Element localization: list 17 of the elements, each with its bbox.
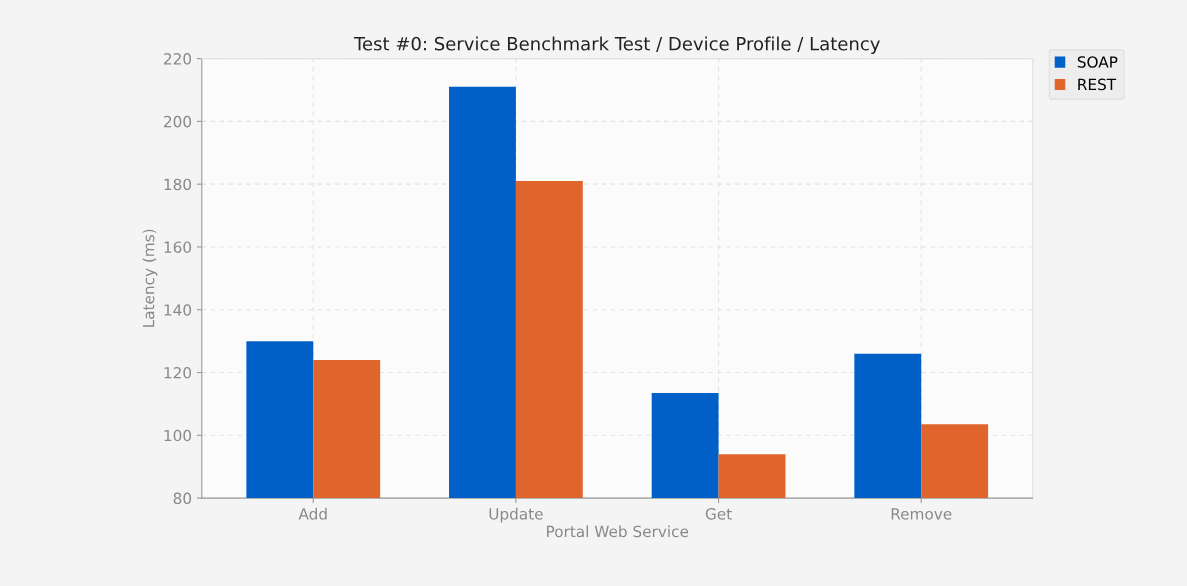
y-axis-title: Latency (ms) (142, 229, 158, 327)
y-tick-label: 140 (164, 304, 192, 316)
x-tick-label: Get (705, 508, 732, 520)
y-tick-label: 80 (173, 492, 192, 505)
x-tick-label: Add (298, 507, 327, 520)
y-tick-label: 200 (164, 115, 192, 128)
x-tick-label: Remove (891, 508, 952, 520)
y-tick-label: 160 (164, 241, 192, 253)
y-tick-label: 220 (164, 53, 192, 65)
legend-label: SOAP (1077, 56, 1118, 68)
chart-title: Test #0: Service Benchmark Test / Device Profile / Latency (353, 36, 880, 55)
x-tick-label: Update (489, 507, 543, 523)
y-tick-label: 180 (164, 178, 192, 191)
y-tick-label: 100 (164, 429, 192, 442)
legend-label: REST (1078, 78, 1117, 91)
x-axis-title: Portal Web Service (547, 525, 689, 538)
y-tick-label: 120 (164, 366, 192, 379)
